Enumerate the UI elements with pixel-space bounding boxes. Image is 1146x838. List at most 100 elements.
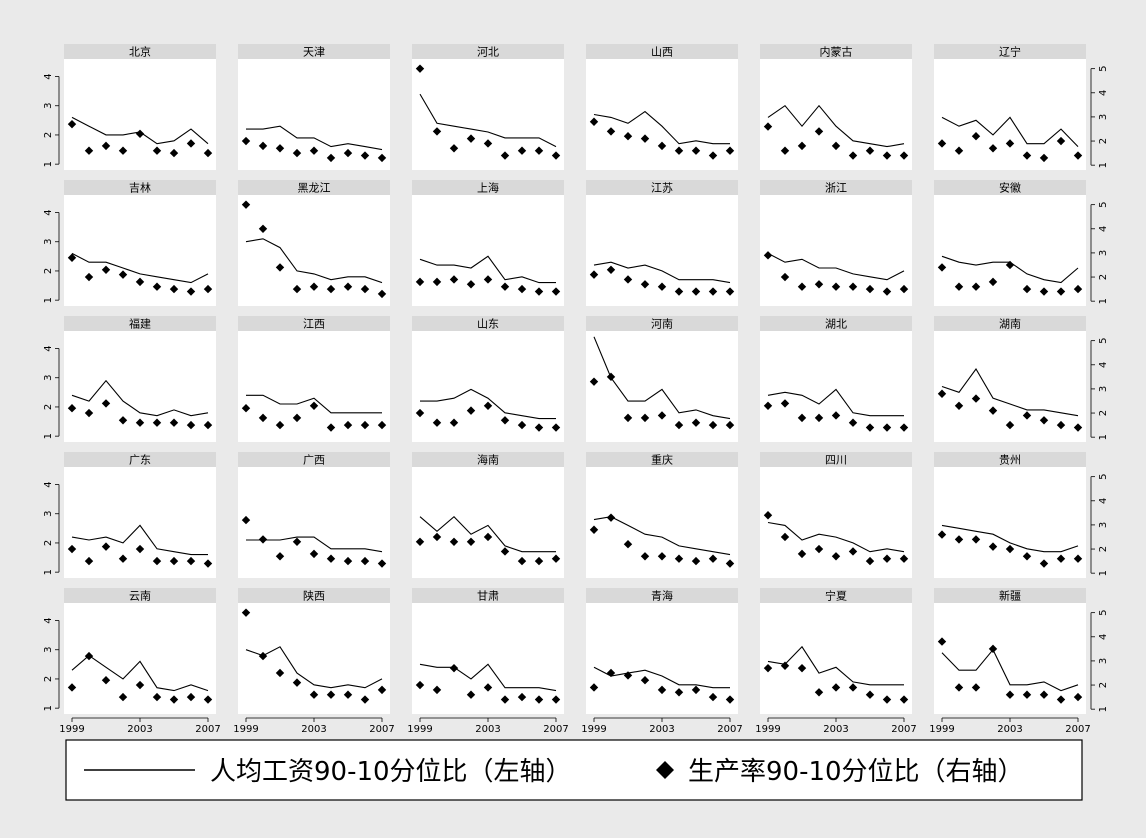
productivity-ratio-point (623, 275, 633, 284)
productivity-ratio-point (258, 535, 268, 544)
panel-title: 新疆 (999, 589, 1021, 603)
right-y-tick-label: 3 (1098, 250, 1109, 256)
panel-7: 吉林 1 2 3 4 (43, 180, 216, 306)
productivity-ratio-point (135, 277, 145, 287)
left-y-tick-label: 3 (43, 511, 54, 517)
wage-ratio-line (941, 116, 1079, 147)
productivity-ratio-point (797, 413, 807, 423)
productivity-ratio-point (534, 695, 544, 704)
x-tick-label: 1999 (755, 724, 780, 735)
panel-strip (934, 588, 1086, 603)
left-y-tick-label: 1 (43, 569, 54, 575)
x-tick-label: 2007 (543, 724, 568, 735)
productivity-ratio-point (1056, 136, 1066, 146)
panel-title: 海南 (477, 453, 499, 467)
panel-title: 青海 (651, 589, 673, 603)
wage-ratio-line (593, 666, 730, 689)
x-tick-label: 2007 (1065, 724, 1090, 735)
productivity-ratio-point (971, 394, 981, 403)
productivity-ratio-point (831, 552, 841, 561)
panel-title: 陕西 (303, 589, 325, 603)
productivity-ratio-point (415, 537, 425, 547)
productivity-ratio-point (674, 146, 684, 155)
left-y-tick-label: 2 (43, 540, 54, 546)
panel-strip (586, 180, 738, 195)
productivity-ratio-point (466, 690, 476, 699)
productivity-ratio-point (258, 413, 268, 423)
productivity-ratio-point (831, 282, 841, 291)
productivity-ratio-point (1022, 151, 1032, 160)
panel-strip (586, 452, 738, 467)
panel-5: 内蒙古 (760, 44, 912, 170)
productivity-ratio-point (360, 284, 370, 294)
productivity-ratio-point (292, 284, 302, 294)
left-y-tick-label: 2 (43, 132, 54, 138)
productivity-ratio-point (691, 146, 701, 155)
productivity-ratio-point (118, 146, 128, 155)
right-y-tick-label: 4 (1098, 90, 1109, 96)
productivity-ratio-point (1039, 559, 1049, 568)
productivity-ratio-point (241, 404, 251, 413)
x-tick-label: 2003 (301, 724, 326, 735)
productivity-ratio-point (589, 377, 599, 386)
panel-strip (64, 316, 216, 331)
productivity-ratio-point (674, 688, 684, 697)
productivity-ratio-point (500, 695, 510, 704)
productivity-ratio-point (101, 399, 111, 408)
panel-title: 重庆 (651, 453, 673, 467)
productivity-ratio-point (1039, 287, 1049, 296)
productivity-ratio-point (882, 695, 892, 704)
left-y-tick-label: 4 (43, 481, 54, 487)
wage-ratio-line (246, 536, 383, 553)
productivity-ratio-point (814, 544, 824, 554)
panel-title: 北京 (129, 45, 151, 59)
productivity-ratio-point (292, 537, 302, 547)
productivity-ratio-point (415, 408, 425, 418)
panel-strip (412, 44, 564, 59)
panel-strip (64, 180, 216, 195)
productivity-ratio-point (988, 644, 998, 654)
productivity-ratio-point (1005, 260, 1015, 270)
productivity-ratio-point (84, 272, 94, 282)
productivity-ratio-point (292, 148, 302, 158)
x-tick-label: 1999 (929, 724, 954, 735)
productivity-ratio-point (169, 556, 179, 566)
panel-strip (760, 588, 912, 603)
productivity-ratio-point (517, 556, 527, 566)
productivity-ratio-point (377, 289, 387, 299)
productivity-ratio-point (500, 416, 510, 425)
productivity-ratio-point (797, 282, 807, 291)
productivity-ratio-point (449, 663, 459, 673)
productivity-ratio-point (135, 544, 145, 554)
productivity-ratio-point (780, 399, 790, 408)
panel-plot-area (760, 467, 912, 578)
panel-14: 江西 (238, 316, 390, 442)
productivity-ratio-point (466, 280, 476, 289)
panel-strip (238, 588, 390, 603)
productivity-ratio-point (865, 146, 875, 155)
left-y-tick-label: 3 (43, 103, 54, 109)
productivity-ratio-point (623, 413, 633, 423)
panel-strip (412, 452, 564, 467)
productivity-ratio-point (674, 287, 684, 296)
productivity-ratio-point (186, 556, 196, 566)
productivity-ratio-point (848, 683, 858, 692)
productivity-ratio-point (691, 418, 701, 427)
productivity-ratio-point (848, 151, 858, 160)
x-tick-label: 2003 (997, 724, 1022, 735)
panel-strip (238, 180, 390, 195)
x-tick-label: 1999 (233, 724, 258, 735)
productivity-ratio-point (118, 416, 128, 425)
panel-plot-area (586, 59, 738, 170)
left-y-tick-label: 4 (43, 345, 54, 351)
productivity-ratio-point (186, 420, 196, 430)
productivity-ratio-point (292, 413, 302, 423)
productivity-ratio-point (882, 151, 892, 160)
productivity-ratio-point (725, 146, 735, 155)
productivity-ratio-point (343, 690, 353, 699)
wage-ratio-line (419, 515, 556, 553)
panel-title: 甘肃 (477, 590, 499, 603)
productivity-ratio-point (275, 668, 285, 678)
productivity-ratio-point (899, 284, 909, 294)
